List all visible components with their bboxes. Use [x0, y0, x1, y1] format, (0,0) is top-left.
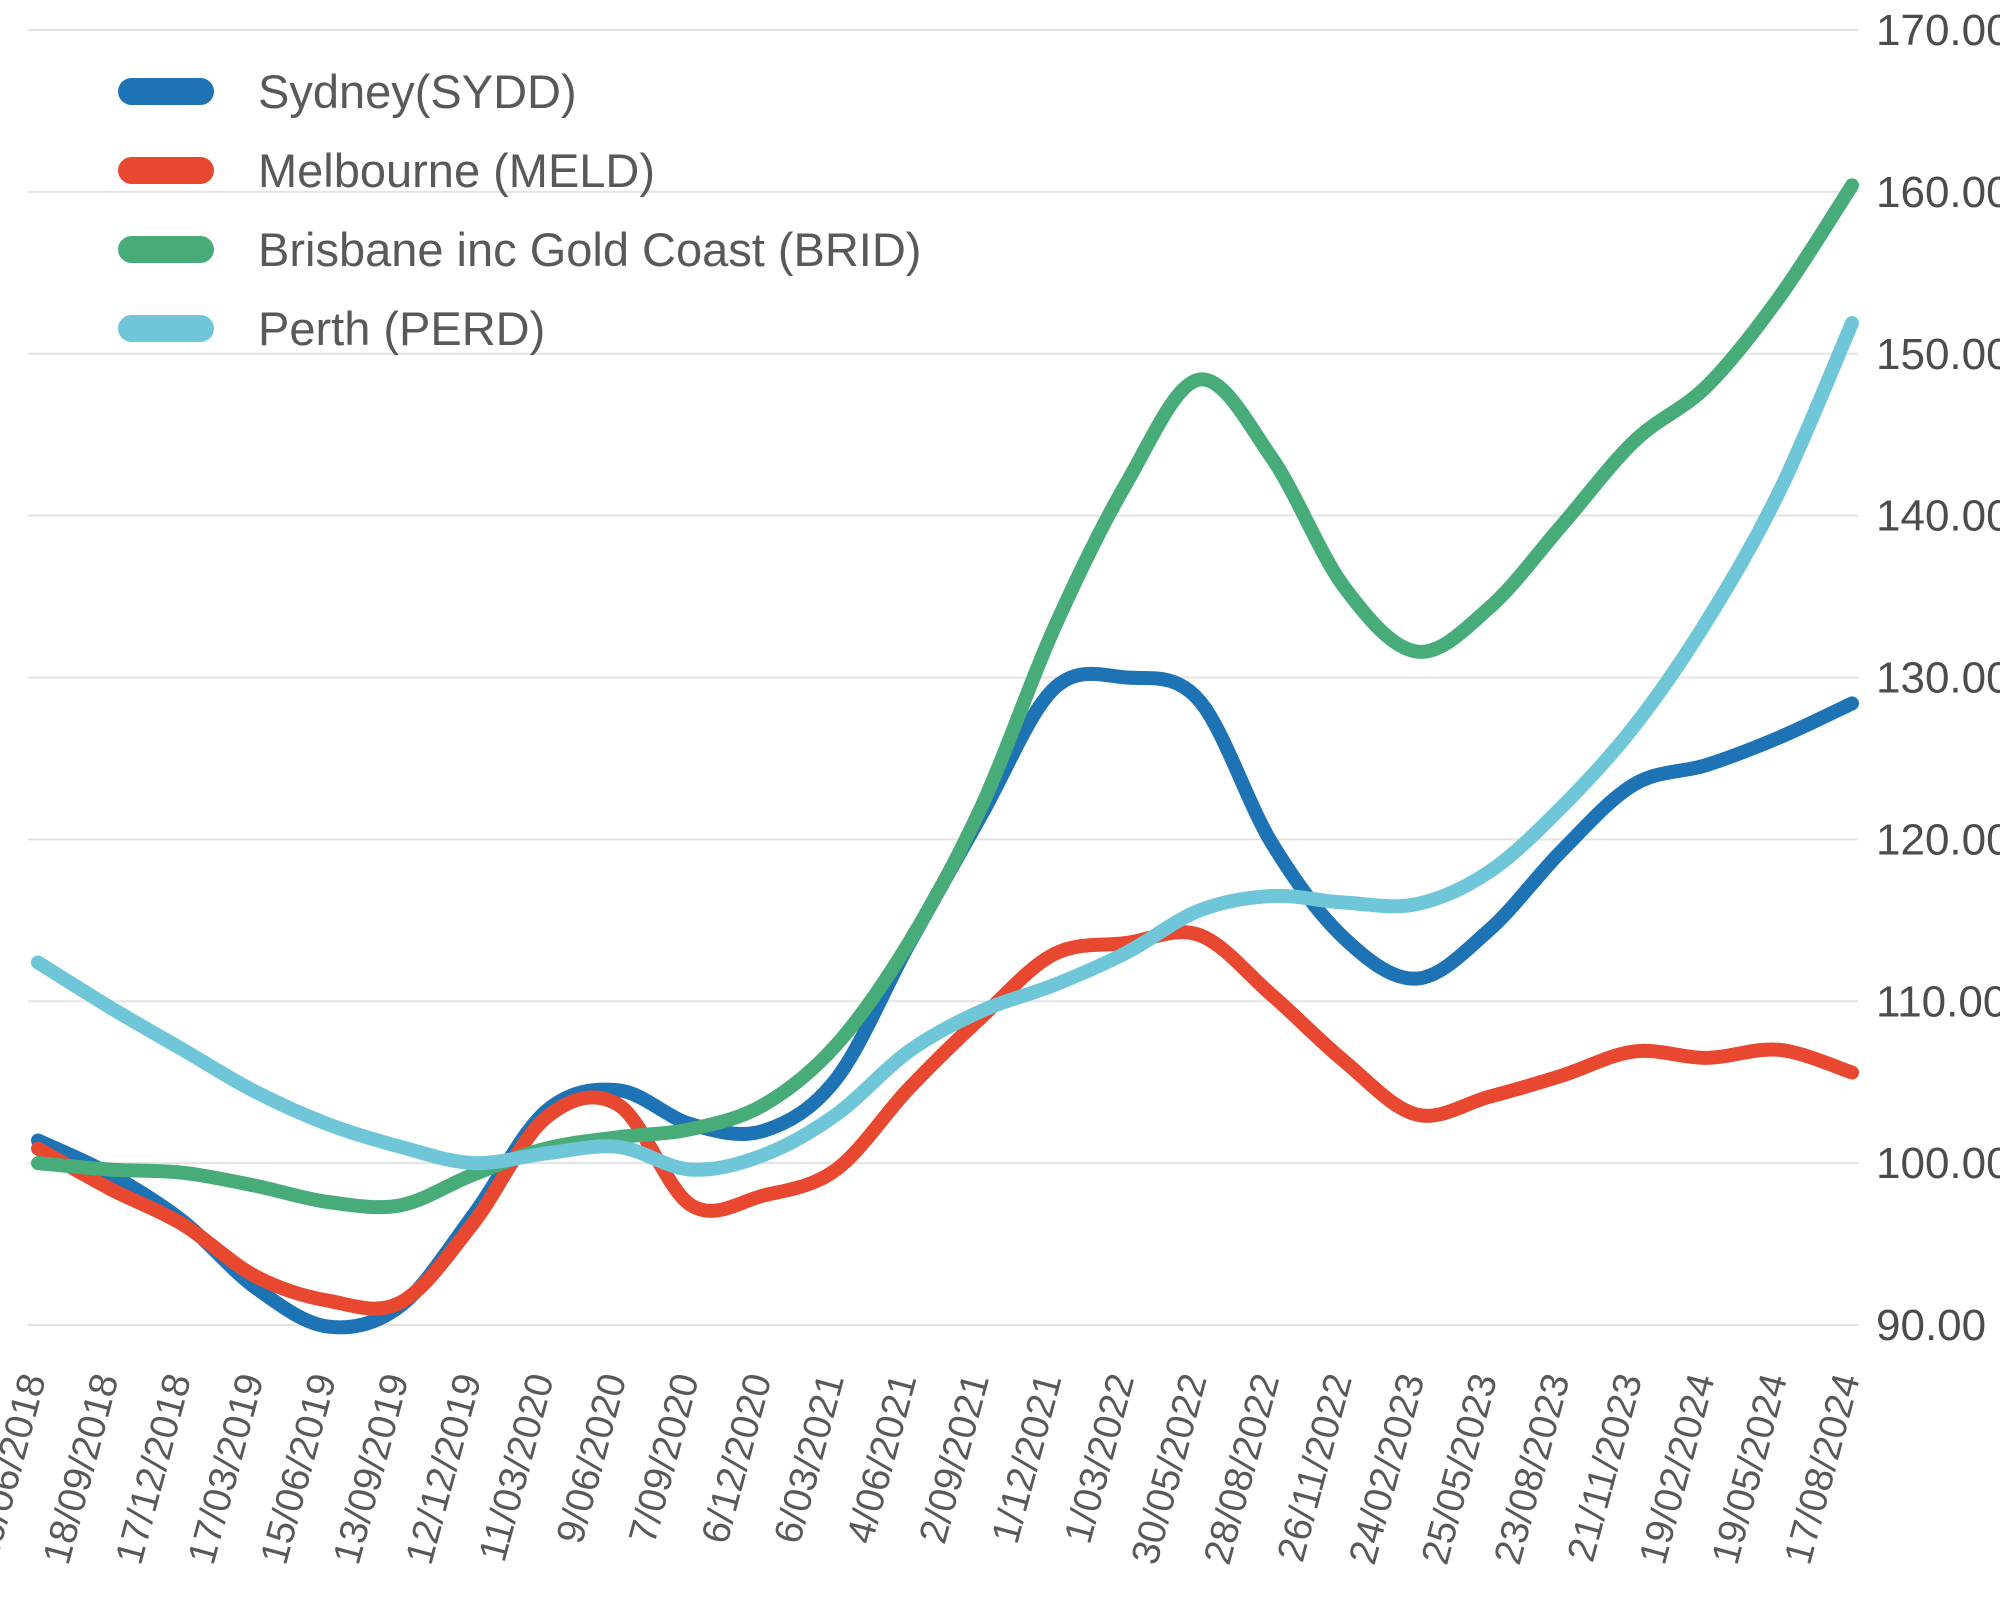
y-axis-tick-label: 110.00	[1876, 977, 2000, 1026]
series-line-melbourne-meld	[31, 925, 1859, 1316]
y-axis-tick-label: 170.00	[1876, 6, 2000, 55]
legend-swatch-perth-perd	[118, 315, 214, 342]
legend-label: Melbourne (MELD)	[258, 144, 656, 197]
legend-label: Brisbane inc Gold Coast (BRID)	[258, 223, 922, 276]
y-axis-tick-label: 140.00	[1876, 492, 2000, 541]
chart-legend: Sydney(SYDD) Melbourne (MELD) Brisbane inc…	[118, 64, 921, 356]
legend-swatch-sydney-sydd	[118, 78, 214, 105]
legend-item-sydney-sydd: Sydney(SYDD)	[118, 64, 921, 119]
legend-label: Perth (PERD)	[258, 302, 546, 355]
series-line-brisbane-brid	[31, 178, 1859, 1215]
y-axis-tick-label: 120.00	[1876, 815, 2000, 864]
x-axis-tick-label: 6/12/2020	[694, 1369, 780, 1548]
x-axis-tick-label: 1/03/2022	[1057, 1369, 1143, 1548]
legend-item-brisbane-brid: Brisbane inc Gold Coast (BRID)	[118, 222, 921, 277]
legend-swatch-brisbane-brid	[118, 236, 214, 263]
x-axis-tick-label: 4/06/2021	[839, 1369, 925, 1548]
legend-swatch-melbourne-meld	[118, 157, 214, 184]
x-axis-tick-label: 1/12/2021	[984, 1369, 1070, 1548]
y-axis-tick-label: 90.00	[1876, 1301, 1986, 1350]
y-axis-tick-label: 150.00	[1876, 330, 2000, 379]
x-axis-tick-label: 2/09/2021	[912, 1369, 998, 1548]
legend-label: Sydney(SYDD)	[258, 65, 577, 118]
legend-item-perth-perd: Perth (PERD)	[118, 301, 921, 356]
y-axis-tick-label: 130.00	[1876, 654, 2000, 703]
x-axis-tick-label: 7/09/2020	[621, 1369, 707, 1548]
y-axis-tick-label: 100.00	[1876, 1139, 2000, 1188]
x-axis-tick-label: 9/06/2020	[549, 1369, 635, 1548]
x-axis-tick-label: 6/03/2021	[766, 1369, 852, 1548]
y-axis-tick-label: 160.00	[1876, 168, 2000, 217]
series-line-perth-perd	[31, 316, 1859, 1177]
legend-item-melbourne-meld: Melbourne (MELD)	[118, 143, 921, 198]
